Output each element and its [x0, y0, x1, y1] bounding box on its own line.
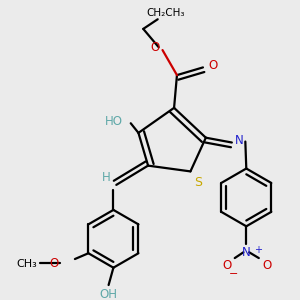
Text: O: O — [49, 257, 58, 270]
Text: O: O — [208, 59, 217, 72]
Text: HO: HO — [104, 115, 122, 128]
Text: O: O — [222, 259, 232, 272]
Text: N: N — [242, 246, 251, 259]
Text: O: O — [150, 41, 159, 54]
Text: +: + — [254, 245, 262, 255]
Text: −: − — [229, 269, 239, 279]
Text: H: H — [102, 171, 111, 184]
Text: CH₃: CH₃ — [16, 259, 37, 269]
Text: O: O — [263, 259, 272, 272]
Text: S: S — [194, 176, 202, 190]
Text: OH: OH — [100, 288, 118, 300]
Text: CH₂CH₃: CH₂CH₃ — [146, 8, 185, 19]
Text: N: N — [235, 134, 244, 147]
